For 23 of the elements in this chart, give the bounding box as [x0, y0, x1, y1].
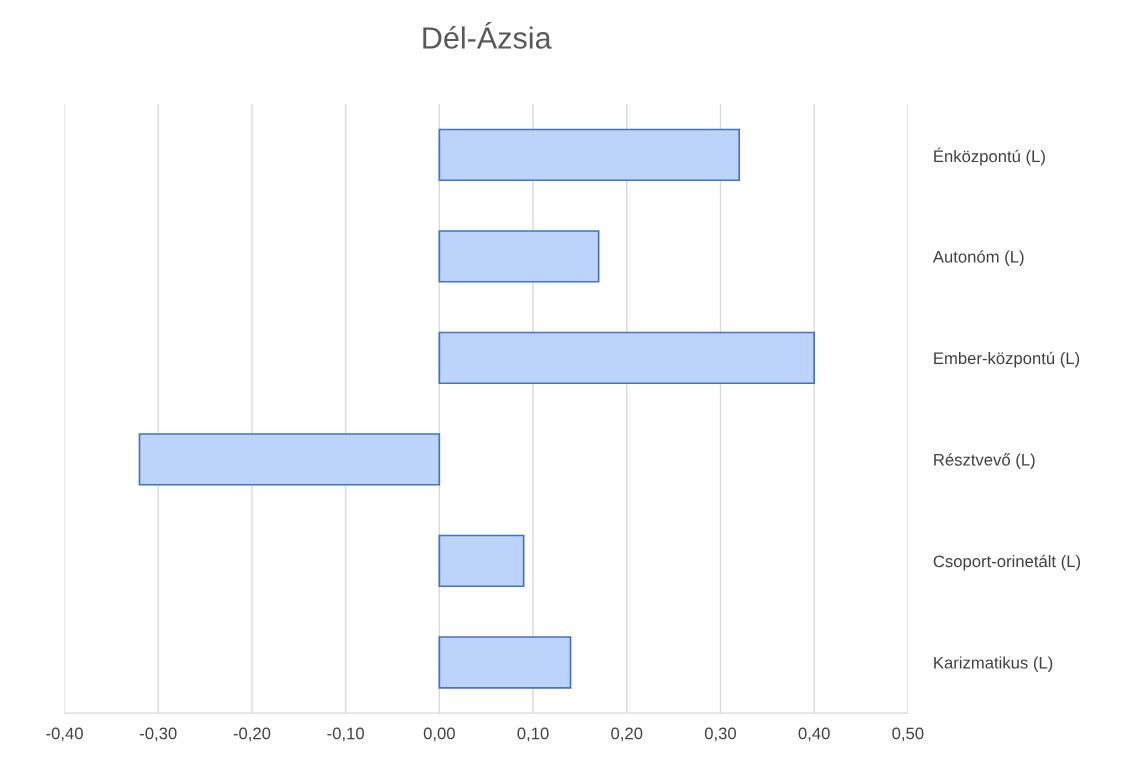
x-tick-label: -0,20 — [233, 727, 271, 742]
y-tick-label: Énközpontú (L) — [934, 147, 1045, 166]
bar — [438, 534, 525, 588]
x-tick-label: -0,10 — [327, 727, 364, 742]
x-tick-label: -0,40 — [46, 727, 83, 742]
y-tick-label: Karizmatikus (L) — [934, 656, 1053, 672]
y-tick-label: Ember-központú (L) — [934, 351, 1080, 368]
bar — [438, 331, 815, 385]
x-tick-label: 0,10 — [517, 727, 549, 742]
x-tick-label: 0,40 — [798, 727, 830, 742]
y-tick-label: Autonóm (L) — [932, 250, 1024, 266]
x-tick-label: 0,00 — [423, 727, 455, 742]
chart-title: Dél-Ázsia — [423, 22, 552, 49]
x-tick-label: 0,50 — [892, 727, 924, 742]
y-tick-label: Csoport-orinetált (L) — [933, 554, 1081, 571]
bar — [438, 128, 741, 182]
bar — [138, 433, 441, 486]
x-tick-label: 0,30 — [704, 727, 737, 742]
x-tick-label: -0,30 — [139, 727, 177, 742]
bar — [438, 636, 572, 689]
x-tick-label: 0,20 — [611, 727, 643, 742]
bar — [438, 230, 600, 283]
y-tick-label: Résztvevő (L) — [934, 453, 1035, 469]
